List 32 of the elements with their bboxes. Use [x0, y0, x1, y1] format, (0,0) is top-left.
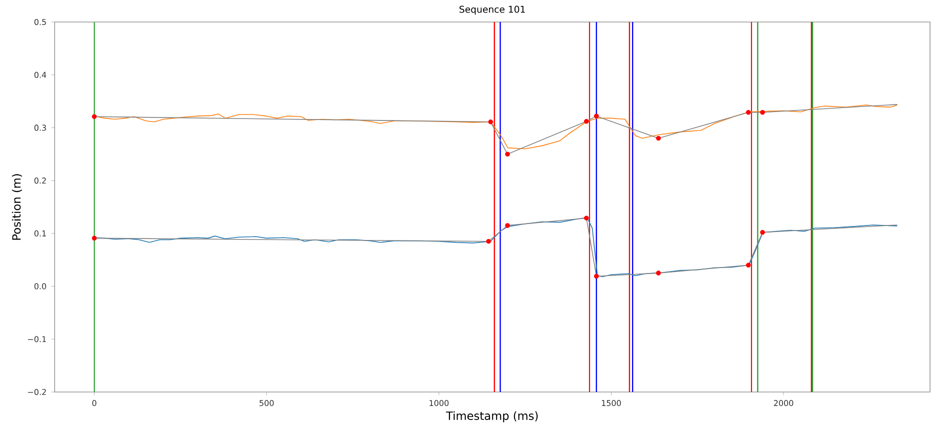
- point: [760, 110, 765, 115]
- y-tick-label: 0.0: [34, 283, 46, 290]
- point: [656, 270, 661, 276]
- x-tick-label: 0: [92, 400, 96, 406]
- y-tick-label: 0.1: [34, 230, 46, 237]
- x-tick-label: 1500: [602, 400, 621, 406]
- x-tick-label: 2000: [774, 400, 794, 406]
- y-tick-label: −0.1: [28, 336, 46, 342]
- point: [760, 230, 765, 235]
- chart-title: Sequence 101: [460, 6, 525, 15]
- x-tick-label: 1000: [430, 400, 449, 406]
- point: [584, 119, 589, 124]
- point: [594, 114, 599, 119]
- point: [656, 136, 661, 141]
- y-tick-label: 0.5: [34, 19, 46, 26]
- y-tick-label: −0.2: [28, 389, 46, 396]
- point: [92, 236, 97, 241]
- y-tick-label: 0.3: [34, 124, 46, 131]
- point: [505, 223, 510, 228]
- point: [486, 239, 491, 244]
- point: [584, 216, 589, 221]
- x-axis-title: Timestamp (ms): [446, 411, 538, 422]
- x-tick-label: 500: [260, 400, 274, 406]
- point: [488, 120, 494, 124]
- point: [746, 262, 751, 268]
- y-axis-title: Position (m): [12, 174, 22, 240]
- y-tick-label: 0.2: [34, 178, 46, 184]
- point: [505, 152, 510, 157]
- point: [746, 110, 751, 115]
- y-tick-label: 0.4: [34, 72, 46, 78]
- point: [594, 274, 599, 279]
- point: [92, 114, 97, 120]
